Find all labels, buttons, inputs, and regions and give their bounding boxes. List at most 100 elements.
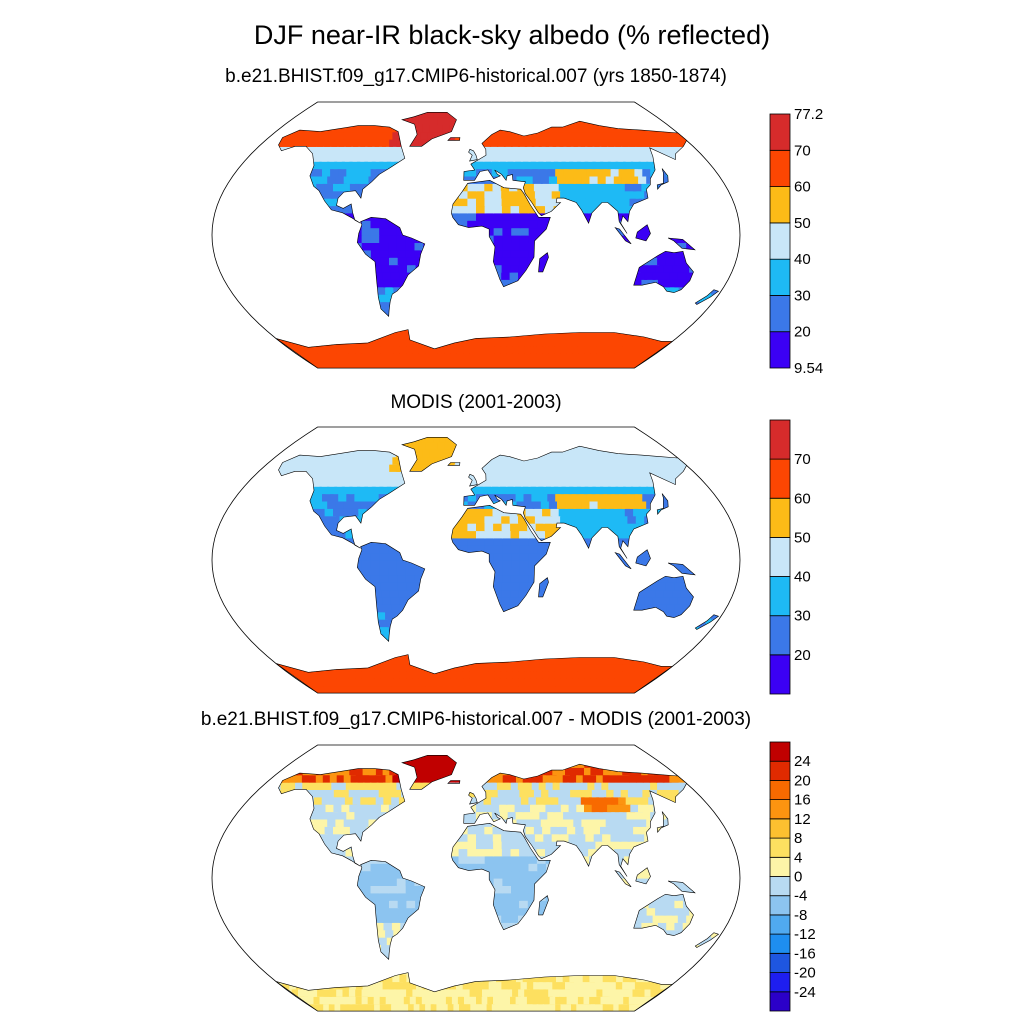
coastline-eurasia [463,120,687,234]
coastline-great-britain [468,791,478,805]
colorbar-swatch [769,331,791,369]
coastline-iceland [447,462,461,466]
colorbar-tick-label: 9.54 [794,360,823,376]
colorbar-tick-label: 20 [794,647,811,664]
colorbar-swatch [769,972,791,993]
colorbar-tick-label: -12 [794,926,816,943]
coastline-antarctica [275,972,674,1012]
coastline-antarctica [275,654,674,694]
colorbar-swatch [769,876,791,897]
colorbar-swatch [769,576,791,617]
panel-2-colorbar: 20 30 40 50 60 70 [769,419,811,695]
colorbar-swatch [769,952,791,973]
coastline-north-america [278,768,406,867]
coastline-north-america [278,125,406,224]
colorbar-swatch [769,222,791,260]
colorbar-tick-label: 50 [794,529,811,546]
coastline-great-britain [468,473,478,487]
coastline-antarctica [275,329,674,369]
coastline-sumatra [614,551,632,570]
colorbar-swatch [769,818,791,839]
coastline-south-america [356,216,426,317]
panel-1-colorbar: 9.54 20 30 40 50 60 70 77.2 [769,106,823,376]
coastline-africa [450,179,551,288]
colorbar-tick-label: 20 [794,324,811,341]
colorbar-tick-label: -8 [794,907,807,924]
colorbar-tick-label: 60 [794,490,811,507]
coastline-borneo [635,224,651,242]
colorbar-tick-label: -16 [794,945,816,962]
colorbar-swatch [769,294,791,333]
panel-1-map [211,101,741,369]
coastline-africa [450,504,551,613]
colorbar-swatch [769,895,791,916]
figure-title: DJF near-IR black-sky albedo (% reflecte… [253,20,771,50]
coastline-madagascar [538,895,549,916]
colorbar-tick-label: 24 [794,753,811,770]
colorbar-tick-label: 77.2 [794,106,823,123]
colorbar-tick-label: -24 [794,984,816,1001]
coastline-japan [656,811,669,833]
colorbar-tick-label: 60 [794,179,811,196]
coastline-greenland [401,112,457,147]
coastline-new-guinea [667,880,696,894]
colorbar-swatch [769,760,791,781]
panel-3-title: b.e21.BHIST.f09_g17.CMIP6-historical.007… [200,709,752,730]
colorbar-tick-label: 40 [794,569,811,586]
colorbar-swatch [769,458,791,499]
coastline-new-zealand [694,289,720,305]
coastline-new-zealand [694,932,720,948]
coastline-greenland [401,755,457,790]
colorbar-swatch [769,497,791,538]
colorbar-swatch [769,991,791,1012]
colorbar-tick-label: 0 [794,869,802,886]
colorbar-swatch [769,799,791,820]
colorbar-swatch [769,537,791,577]
colorbar-swatch [769,856,791,877]
coastline-africa [450,822,551,931]
colorbar-tick-label: 40 [794,251,811,268]
coastline-japan [656,168,669,190]
coastline-japan [656,493,669,515]
coastline-madagascar [538,577,549,598]
colorbar-tick-label: 8 [794,830,802,847]
coastline-new-guinea [667,562,696,576]
colorbar-tick-label: -4 [794,888,807,905]
panel-3-colorbar: -24 -20 -16 -12 -8 -4 0 4 8 12 16 20 24 [769,741,816,1012]
colorbar-tick-label: 16 [794,792,811,809]
coastline-australia [633,575,694,618]
colorbar-swatch [769,914,791,935]
coastline-iceland [447,137,461,141]
colorbar-tick-label: 30 [794,608,811,625]
coastline-borneo [635,867,651,885]
colorbar-swatch [769,258,791,296]
colorbar-swatch [769,741,791,762]
coastline-iceland [447,780,461,784]
colorbar-tick-label: 20 [794,772,811,789]
colorbar-swatch [769,149,791,187]
coastline-new-guinea [667,237,696,251]
coastline-eurasia [463,763,687,877]
colorbar-tick-label: 70 [794,142,811,159]
colorbar-tick-label: 12 [794,811,811,828]
coastline-australia [633,893,694,936]
coastline-sumatra [614,226,632,245]
colorbar-swatch [769,113,791,151]
colorbar-swatch [769,186,791,224]
coastline-new-zealand [694,614,720,630]
colorbar-swatch [769,654,791,695]
panel-2-title: MODIS (2001-2003) [390,392,562,413]
colorbar-swatch [769,837,791,858]
coastline-eurasia [463,445,687,559]
coastline-sumatra [614,869,632,888]
colorbar-tick-label: -20 [794,965,816,982]
colorbar-swatch [769,615,791,656]
coastline-south-america [356,541,426,642]
coastline-great-britain [468,148,478,162]
panel-3-map [211,744,741,1012]
colorbar-tick-label: 4 [794,849,802,866]
colorbar-tick-label: 50 [794,215,811,232]
colorbar-tick-label: 30 [794,287,811,304]
coastline-australia [633,250,694,293]
coastline-north-america [278,450,406,549]
